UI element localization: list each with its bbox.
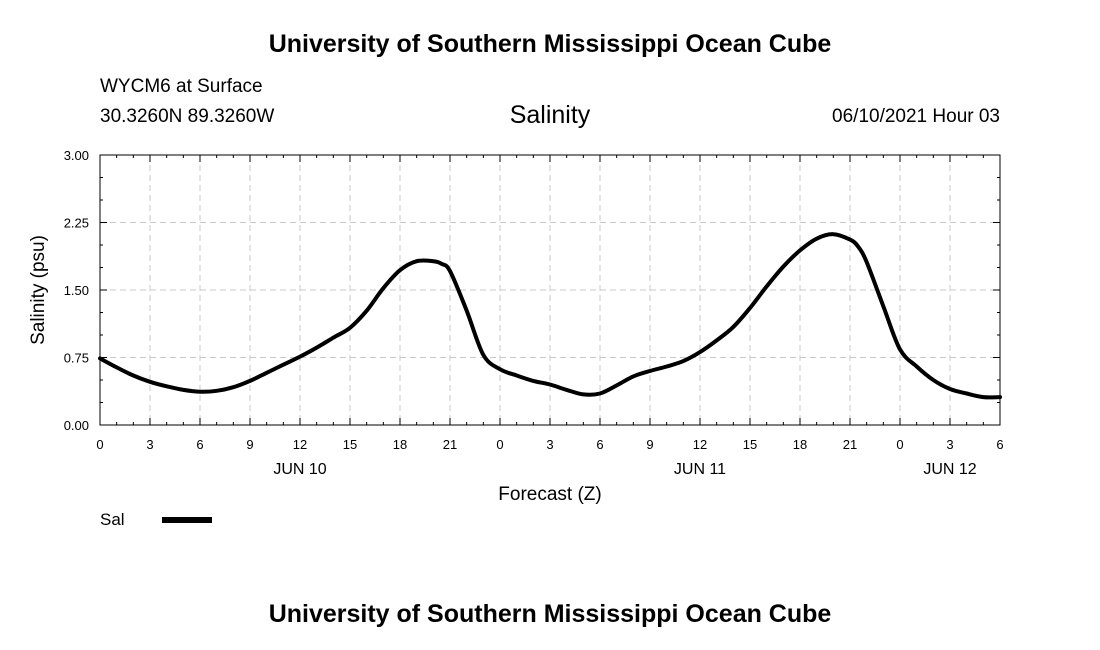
y-tick-label: 0.75 — [64, 351, 89, 366]
y-tick-label: 0.00 — [64, 418, 89, 433]
x-axis-title: Forecast (Z) — [498, 484, 601, 505]
y-tick-label: 1.50 — [64, 283, 89, 298]
x-tick-label: 6 — [596, 437, 603, 452]
y-tick-label: 3.00 — [64, 148, 89, 163]
legend-label: Sal — [100, 510, 125, 529]
day-label: JUN 10 — [273, 461, 326, 478]
x-tick-label: 15 — [743, 437, 757, 452]
x-tick-label: 12 — [293, 437, 307, 452]
x-tick-label: 18 — [393, 437, 407, 452]
x-tick-labels: 0 3 6 9 12 15 18 21 0 3 6 9 12 15 18 21 0 3 6 — [96, 437, 1003, 452]
x-tick-label: 3 — [146, 437, 153, 452]
x-tick-label: 21 — [443, 437, 457, 452]
x-tick-label: 9 — [246, 437, 253, 452]
x-tick-label: 9 — [646, 437, 653, 452]
x-tick-label: 6 — [996, 437, 1003, 452]
x-tick-label: 3 — [546, 437, 553, 452]
y-tick-labels: 0.00 0.75 1.50 2.25 3.00 — [64, 148, 89, 433]
x-tick-label: 15 — [343, 437, 357, 452]
x-tick-label: 12 — [693, 437, 707, 452]
x-tick-label: 0 — [496, 437, 503, 452]
day-label: JUN 11 — [674, 461, 726, 478]
variable-title: Salinity — [509, 101, 591, 129]
day-label: JUN 12 — [923, 461, 976, 478]
station-name: WYCM6 at Surface — [100, 76, 263, 97]
x-tick-label: 0 — [96, 437, 103, 452]
x-tick-label: 21 — [843, 437, 857, 452]
footer-title: University of Southern Mississippi Ocean… — [268, 600, 832, 628]
y-axis-title: Salinity (psu) — [28, 235, 49, 345]
chart-title: University of Southern Mississippi Ocean… — [268, 30, 832, 58]
x-tick-label: 18 — [793, 437, 807, 452]
plot-frame — [99, 154, 1001, 426]
station-coordinates: 30.3260N 89.3260W — [100, 106, 275, 127]
x-tick-label: 0 — [896, 437, 903, 452]
salinity-series-line — [98, 232, 1002, 400]
y-tick-label: 2.25 — [64, 216, 89, 231]
x-tick-label: 6 — [196, 437, 203, 452]
forecast-datetime: 06/10/2021 Hour 03 — [832, 106, 1000, 127]
x-tick-label: 3 — [946, 437, 953, 452]
day-labels: JUN 10 JUN 11 JUN 12 — [273, 461, 976, 478]
